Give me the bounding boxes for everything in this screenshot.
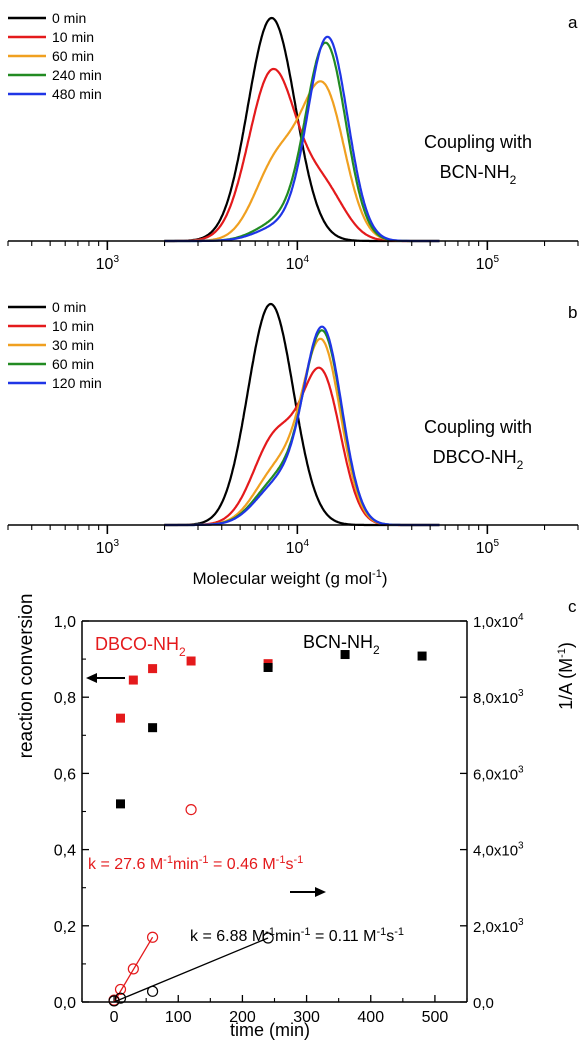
panel-a-curve-1 xyxy=(164,67,440,243)
panel-c-y-axis-label: reaction conversion xyxy=(16,594,37,759)
panel-c-label: c xyxy=(568,597,577,616)
panel-b-legend-label-2: 30 min xyxy=(52,337,94,353)
panel-c-y2-tick-label-4: 8,0x103 xyxy=(473,688,524,707)
panel-a-legend-label-3: 240 min xyxy=(52,67,102,83)
panel-c-point-s0-1 xyxy=(128,675,138,685)
panel-b-x-ticks xyxy=(7,525,579,534)
panel-a-annotation-line2: BCN-NH2 xyxy=(440,162,517,187)
panel-a-tick-labels: 103 104 105 xyxy=(96,254,500,273)
panel-b-legend: 0 min 10 min 30 min 60 min 120 min xyxy=(8,299,102,391)
panel-c-y-tick-label-4: 0,8 xyxy=(54,690,76,707)
panel-c-y2-tick-label-5: 1,0x104 xyxy=(473,612,524,631)
panel-a-curves xyxy=(164,16,440,243)
panel-b-tick-labels: 103 104 105 xyxy=(96,538,500,557)
panel-c-point-s1-3 xyxy=(340,650,350,660)
panel-c-y-tick-label-0: 0,0 xyxy=(54,995,76,1012)
panel-c-point-s3-2 xyxy=(146,985,159,997)
panel-a-label: a xyxy=(568,13,578,32)
panel-a-tick-label-1: 104 xyxy=(286,254,310,273)
panel-b-legend-label-3: 60 min xyxy=(52,356,94,372)
panel-b-label: b xyxy=(568,303,577,322)
panel-c-bcn-label: BCN-NH2 xyxy=(303,632,380,657)
panel-c-kinetics: 0 100 200 300 400 500 0,0 0,2 0,4 0,6 0,8 1,0 0,0 2,0… xyxy=(16,594,577,1040)
panel-b-curve-0 xyxy=(164,302,440,527)
panel-c-y2-axis-label: 1/A (M-1) xyxy=(556,642,576,710)
panel-b-gpc-dbco: 103 104 105 0 min 10 min 30 min 60 min 120 min… xyxy=(7,299,579,588)
panel-c-x-tick-label-2: 200 xyxy=(229,1009,256,1026)
panel-a-curve-2 xyxy=(164,80,440,243)
panel-c-k-dbco: k = 27.6 M-1min-1 = 0.46 M-1s-1 xyxy=(88,854,303,873)
panel-b-annotation-line2: DBCO-NH2 xyxy=(433,447,524,472)
panel-a-legend: 0 min 10 min 60 min 240 min 480 min xyxy=(8,10,102,102)
panel-c-point-s0-0 xyxy=(116,713,125,723)
panel-c-point-s0-2 xyxy=(148,664,158,674)
panel-c-y-tick-label-5: 1,0 xyxy=(54,614,76,631)
panel-c-data-points xyxy=(108,650,427,1007)
panel-c-ticks: 0 100 200 300 400 500 0,0 0,2 0,4 0,6 0,8 1,0 0,0 2,0… xyxy=(54,612,524,1026)
panel-c-point-s2-3 xyxy=(146,931,159,943)
panel-c-x-axis-label: time (min) xyxy=(230,1020,310,1040)
panel-c-dbco-label: DBCO-NH2 xyxy=(95,634,186,659)
panel-c-point-s1-1 xyxy=(148,723,158,733)
panel-b-legend-label-1: 10 min xyxy=(52,318,94,334)
panel-a-tick-label-0: 103 xyxy=(96,254,120,273)
panel-a-gpc-bcn: 103 104 105 0 min 10 min 60 min 240 min 480 mi… xyxy=(7,10,579,273)
panel-c-point-s2-1 xyxy=(114,983,127,996)
panel-a-tick-label-2: 105 xyxy=(476,254,500,273)
panel-b-tick-label-0: 103 xyxy=(96,538,120,557)
panel-c-point-s3-3 xyxy=(262,932,274,944)
panel-c-y2-tick-label-1: 2,0x103 xyxy=(473,917,524,936)
panel-a-annotation-line1: Coupling with xyxy=(424,132,532,152)
panel-c-point-s0-3 xyxy=(186,656,196,666)
panel-b-curve-4 xyxy=(164,325,440,527)
panel-b-tick-label-1: 104 xyxy=(286,538,310,557)
panel-c-point-s3-1 xyxy=(114,992,127,1004)
panel-a-legend-label-4: 480 min xyxy=(52,86,102,102)
panel-c-y2-tick-label-2: 4,0x103 xyxy=(473,841,524,860)
panel-c-y-tick-label-3: 0,6 xyxy=(54,766,76,783)
panel-c-fit-lines xyxy=(113,936,269,1003)
panel-a-legend-label-1: 10 min xyxy=(52,29,94,45)
panel-c-x-tick-label-1: 100 xyxy=(165,1009,192,1026)
panel-c-fit-line-0 xyxy=(113,936,154,1003)
panel-c-fit-line-1 xyxy=(113,937,269,1003)
panel-b-curve-3 xyxy=(164,329,440,527)
panel-c-point-s2-2 xyxy=(127,963,139,975)
panel-c-right-arrow xyxy=(290,887,326,897)
panel-a-legend-label-0: 0 min xyxy=(52,10,86,26)
panel-c-x-tick-label-0: 0 xyxy=(110,1009,119,1026)
panel-c-y-tick-label-1: 0,2 xyxy=(54,919,76,936)
panel-c-left-arrow xyxy=(86,673,125,683)
panel-b-annotation-line1: Coupling with xyxy=(424,417,532,437)
panel-c-y-tick-label-2: 0,4 xyxy=(54,843,76,860)
panel-c-point-s1-4 xyxy=(417,651,427,661)
panel-b-curve-2 xyxy=(164,337,440,527)
panel-c-x-tick-label-5: 500 xyxy=(422,1009,449,1026)
panel-b-x-axis-label: Molecular weight (g mol-1) xyxy=(193,568,388,588)
panel-c-k-bcn: k = 6.88 M-1min-1 = 0.11 M-1s-1 xyxy=(190,926,404,945)
panel-c-x-tick-label-4: 400 xyxy=(357,1009,384,1026)
panel-c-point-s2-4 xyxy=(185,803,197,816)
panel-b-tick-label-2: 105 xyxy=(476,538,500,557)
panel-c-x-tick-label-3: 300 xyxy=(293,1009,320,1026)
panel-c-point-s1-0 xyxy=(116,799,125,809)
panel-a-x-ticks xyxy=(7,241,579,250)
panel-b-legend-label-0: 0 min xyxy=(52,299,86,315)
panel-b-legend-label-4: 120 min xyxy=(52,375,102,391)
panel-c-point-s3-0 xyxy=(108,995,120,1007)
panel-a-legend-label-2: 60 min xyxy=(52,48,94,64)
panel-c-point-s1-2 xyxy=(263,662,273,672)
panel-b-curves xyxy=(164,302,440,527)
panel-c-y2-tick-label-3: 6,0x103 xyxy=(473,764,524,783)
panel-c-y2-tick-label-0: 0,0 xyxy=(473,995,494,1012)
